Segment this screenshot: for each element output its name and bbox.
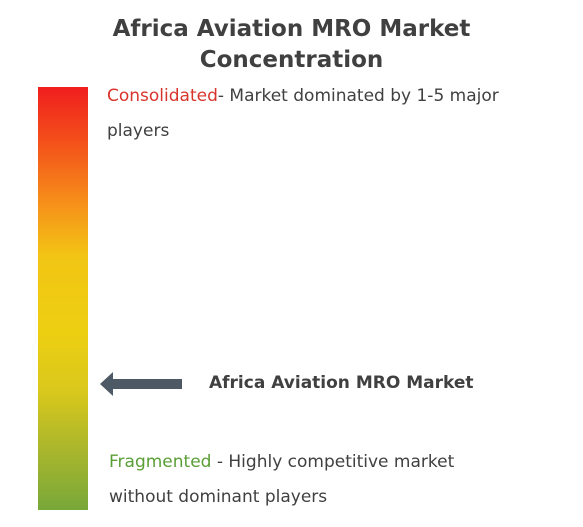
left-arrow-icon — [100, 372, 182, 396]
fragmented-text: - Highly competitive market — [211, 452, 455, 472]
title-line-1: Africa Aviation MRO Market — [112, 16, 471, 42]
consolidated-label: Consolidated — [107, 86, 218, 106]
fragmented-text-cont: without dominant players — [109, 487, 328, 507]
concentration-gradient-bar — [38, 87, 88, 510]
consolidated-description: Consolidated- Market dominated by 1-5 ma… — [107, 79, 547, 149]
market-position-label: Africa Aviation MRO Market — [209, 373, 474, 393]
consolidated-text: - Market dominated by 1-5 major — [217, 86, 499, 106]
chart-title: Africa Aviation MRO Market Concentration — [0, 14, 583, 76]
fragmented-label: Fragmented — [109, 452, 212, 472]
consolidated-text-cont: players — [107, 121, 170, 141]
fragmented-description: Fragmented - Highly competitive market w… — [109, 445, 549, 515]
title-line-2: Concentration — [199, 47, 384, 73]
